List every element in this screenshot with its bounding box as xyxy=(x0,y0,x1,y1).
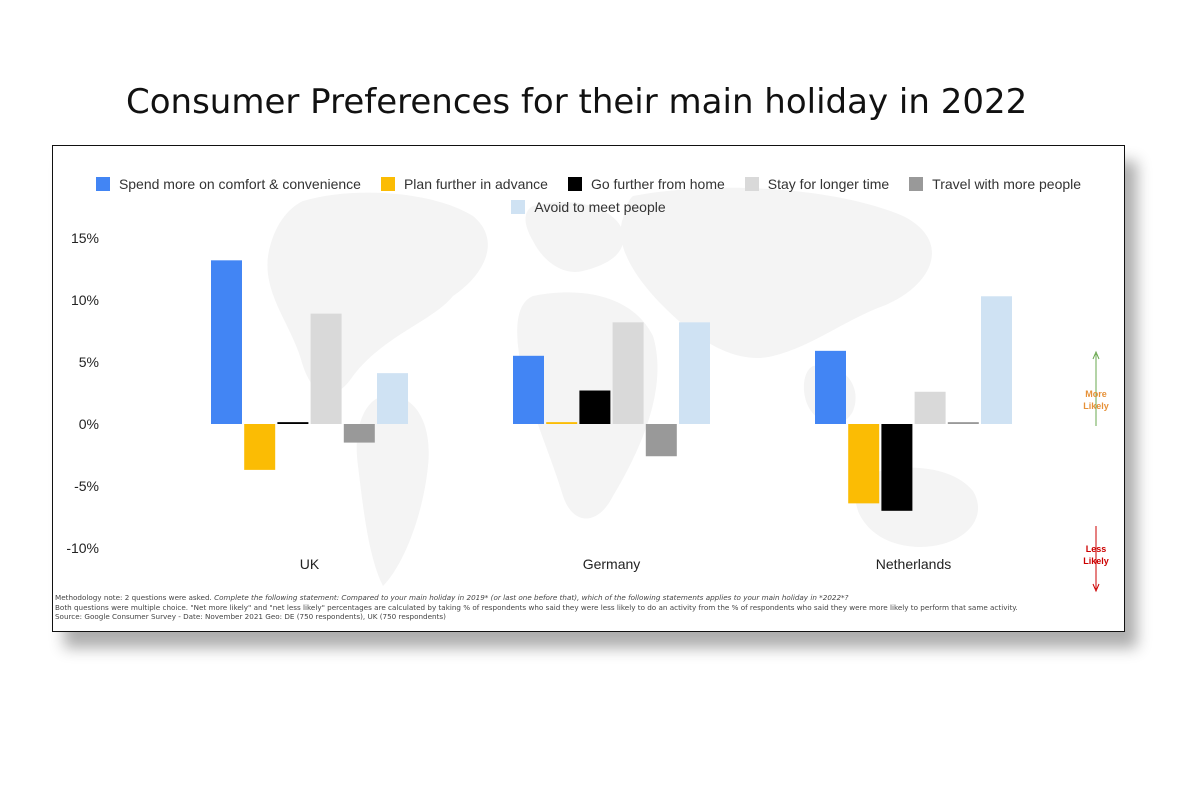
bar xyxy=(244,424,276,470)
notes-line-2: Both questions were multiple choice. "Ne… xyxy=(55,602,1018,612)
legend-swatch xyxy=(909,177,924,191)
legend-item: Stay for longer time xyxy=(744,176,890,192)
chart-frame: 15% 10% 5% 0% -5% -10% UK Germany Netherlands Mo… xyxy=(52,145,1125,632)
bar xyxy=(211,260,242,424)
up-arrowhead-icon xyxy=(1092,350,1100,360)
bar xyxy=(612,322,644,424)
less-likely-label: Less xyxy=(1086,544,1107,554)
bar xyxy=(546,422,578,424)
more-likely-label: More xyxy=(1085,389,1107,399)
down-arrowhead-icon xyxy=(1092,583,1100,593)
bar xyxy=(947,422,979,424)
y-tick-label: 0% xyxy=(79,416,99,432)
more-likely-label: Likely xyxy=(1083,401,1109,411)
legend-label: Spend more on comfort & convenience xyxy=(118,176,361,192)
bar xyxy=(914,391,946,424)
bar xyxy=(277,422,309,424)
legend-item: Plan further in advance xyxy=(380,176,548,192)
legend-swatch xyxy=(380,177,395,191)
page-title: Consumer Preferences for their main holi… xyxy=(126,82,1028,122)
legend-label: Stay for longer time xyxy=(767,176,890,192)
notes-line-1-italic: Complete the following statement: Compar… xyxy=(214,593,849,602)
legend-swatch xyxy=(95,177,110,191)
y-tick-label: 5% xyxy=(79,354,99,370)
bar xyxy=(815,350,846,424)
legend-item: Avoid to meet people xyxy=(511,199,666,215)
legend-swatch xyxy=(567,177,582,191)
bar xyxy=(310,313,342,424)
y-tick-label: 10% xyxy=(71,292,99,308)
bar xyxy=(343,424,375,443)
legend-label: Go further from home xyxy=(590,176,725,192)
bar-chart: 15% 10% 5% 0% -5% -10% UK Germany Netherlands Mo… xyxy=(66,187,1109,593)
chart-legend: Spend more on comfort & convenience Plan … xyxy=(53,176,1124,222)
x-category-label: Germany xyxy=(583,556,641,572)
bar xyxy=(513,355,544,424)
notes-line-1: Methodology note: 2 questions were asked… xyxy=(55,593,1115,603)
y-tick-label: -10% xyxy=(66,540,99,556)
methodology-notes: Methodology note: 2 questions were asked… xyxy=(55,593,1115,622)
legend-swatch xyxy=(744,177,759,191)
bar xyxy=(981,296,1012,424)
legend-row: Spend more on comfort & convenience Plan … xyxy=(53,176,1124,192)
legend-item: Travel with more people xyxy=(909,176,1081,192)
legend-label: Avoid to meet people xyxy=(534,199,666,215)
bar xyxy=(679,322,710,424)
notes-line-3: Source: Google Consumer Survey - Date: N… xyxy=(55,612,446,621)
y-tick-label: 15% xyxy=(71,230,99,246)
notes-line-1-plain: Methodology note: 2 questions were asked… xyxy=(55,593,215,602)
legend-item: Spend more on comfort & convenience xyxy=(95,176,361,192)
bar xyxy=(377,373,408,424)
legend-item: Go further from home xyxy=(567,176,725,192)
legend-swatch xyxy=(511,200,526,214)
y-tick-label: -5% xyxy=(74,478,99,494)
bar xyxy=(579,390,611,424)
less-likely-label: Likely xyxy=(1083,556,1109,566)
legend-label: Plan further in advance xyxy=(403,176,548,192)
bar xyxy=(881,424,913,511)
x-category-label: Netherlands xyxy=(876,556,952,572)
legend-label: Travel with more people xyxy=(932,176,1082,192)
bar xyxy=(848,424,880,504)
bar xyxy=(645,424,677,457)
legend-row: Avoid to meet people xyxy=(53,199,1124,215)
x-category-label: UK xyxy=(300,556,320,572)
